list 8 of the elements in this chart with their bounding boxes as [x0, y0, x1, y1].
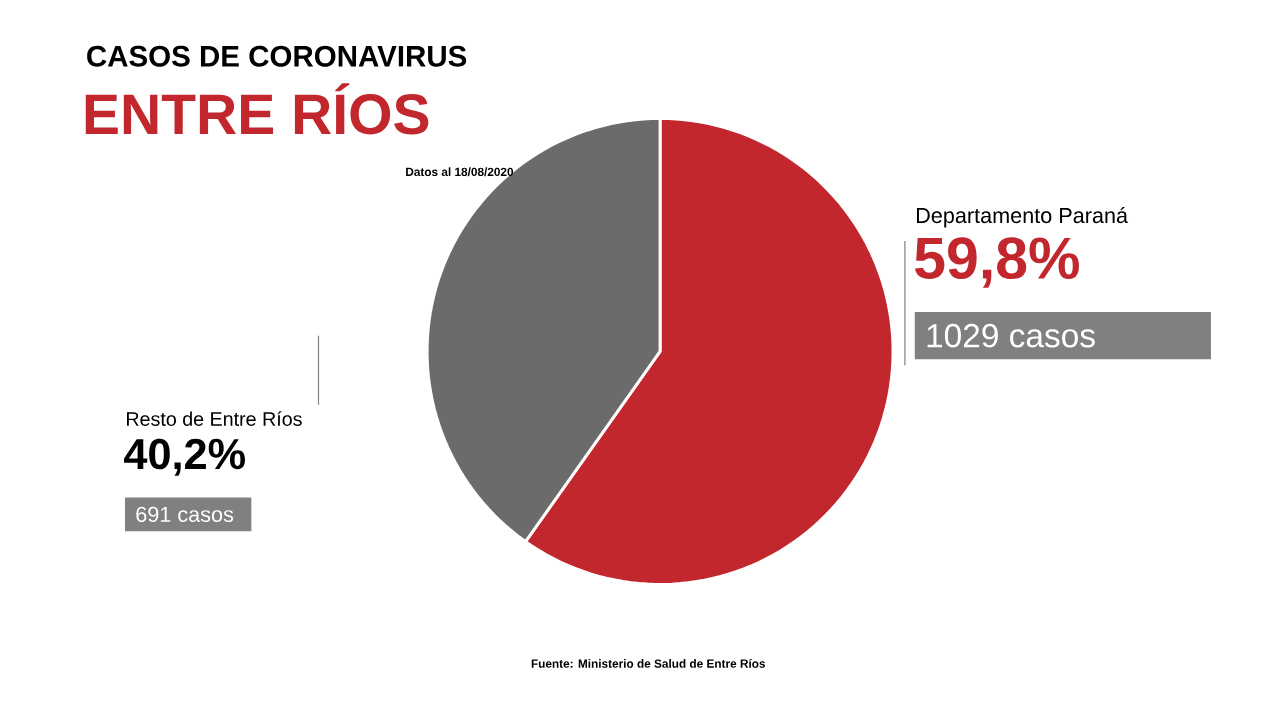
text: 1029 casos	[927, 323, 1095, 348]
slice-label: Resto de Entre Ríos	[126, 410, 302, 426]
data-label: 59,8%	[915, 236, 1079, 288]
chart-subtitle: ENTRE RÍOS	[85, 82, 429, 135]
chart-title: CASOS DE CORONAVIRUS	[87, 45, 467, 67]
data-label: 40,2%	[124, 438, 245, 476]
slice-label: Departamento Paraná	[916, 206, 1129, 228]
text: 691 casos	[136, 506, 234, 522]
